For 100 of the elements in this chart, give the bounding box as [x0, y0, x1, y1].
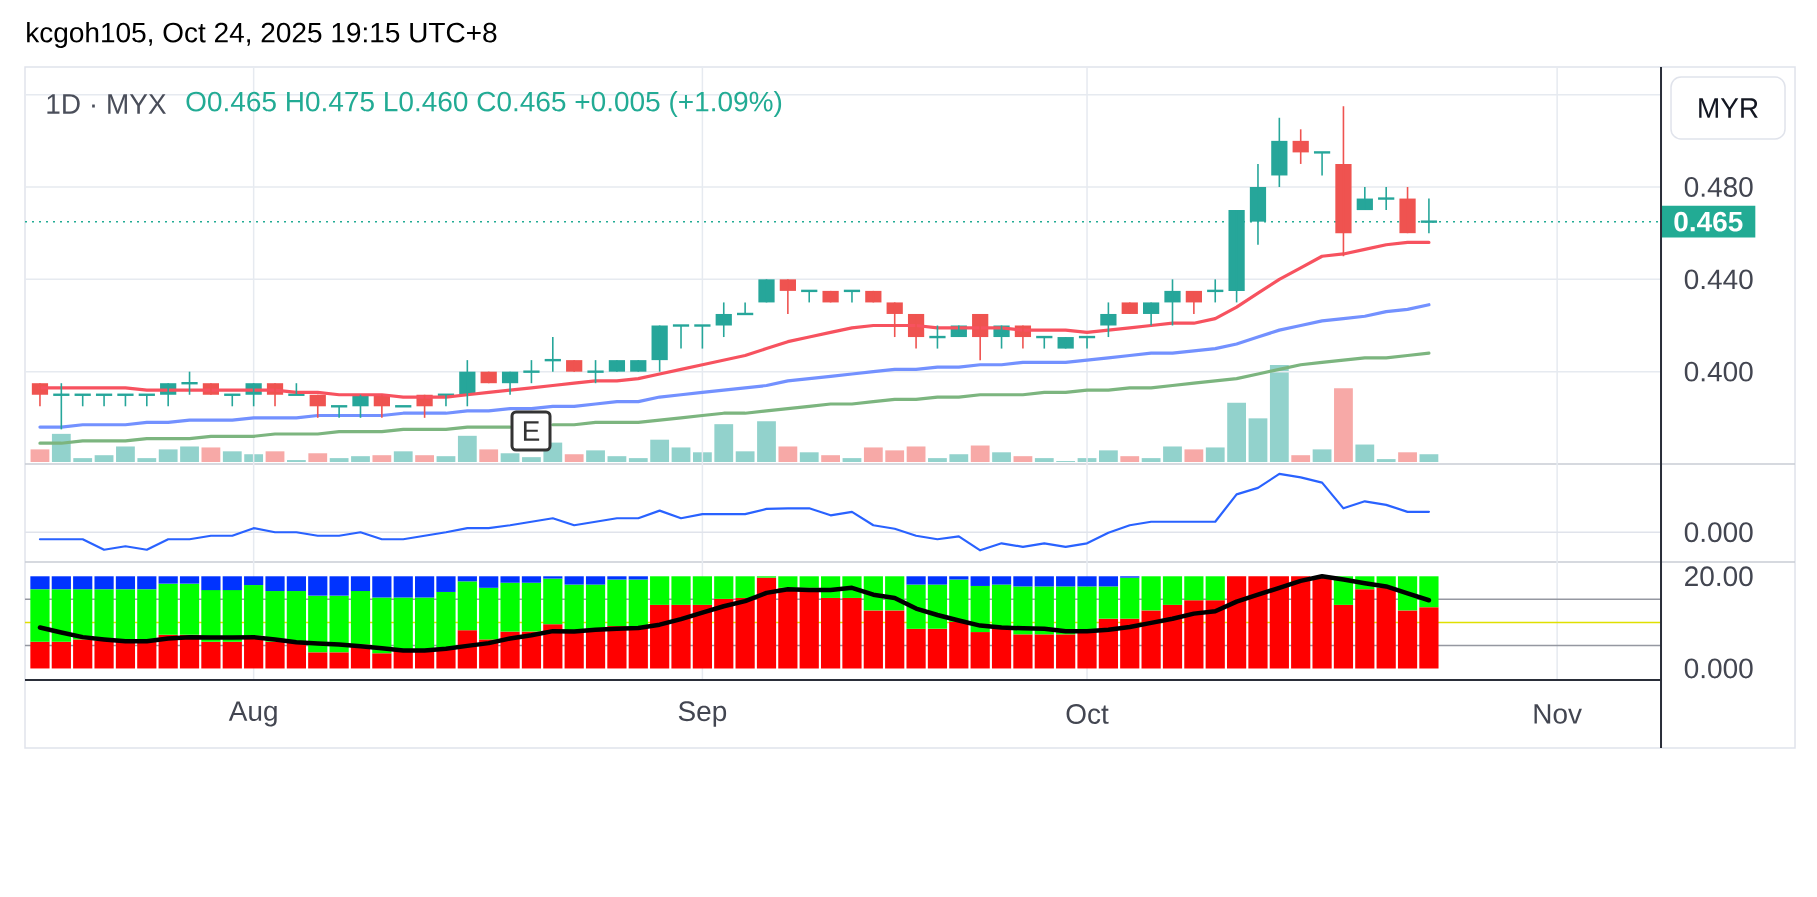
candlestick [651, 324, 668, 373]
bar [137, 589, 157, 641]
bar [1333, 604, 1354, 669]
bar [564, 576, 584, 585]
bar [1184, 576, 1204, 601]
bar [863, 610, 883, 669]
bar [30, 576, 50, 590]
bar [607, 579, 627, 627]
bar [522, 457, 541, 462]
bar [436, 591, 456, 650]
y-axis-title: MYR [1699, 98, 1758, 118]
candlestick [1376, 186, 1396, 211]
bar [350, 576, 371, 592]
bar [714, 576, 734, 599]
bar [201, 576, 221, 591]
bar [1098, 586, 1119, 619]
bar [949, 454, 969, 462]
bar [735, 576, 755, 598]
bar [351, 456, 370, 462]
bar [201, 447, 221, 462]
bar [1120, 577, 1140, 619]
bar [73, 589, 93, 640]
candlestick [758, 278, 775, 304]
y-tick-label: 0.480 [1684, 177, 1753, 197]
bar [906, 628, 926, 669]
bar [585, 576, 606, 585]
bar [222, 576, 242, 591]
bar [757, 421, 776, 462]
y-tick-label: 0.000 [1684, 658, 1753, 679]
bar [308, 453, 328, 462]
bar [821, 455, 840, 462]
bar [73, 576, 93, 590]
candlestick [1228, 209, 1245, 304]
candlestick [522, 359, 541, 385]
bar [607, 576, 627, 580]
bar [436, 649, 456, 669]
candlestick [779, 278, 796, 315]
bar [820, 597, 841, 669]
bar [756, 577, 777, 669]
bar [671, 447, 691, 462]
bar [500, 576, 520, 583]
bar [51, 576, 71, 590]
bar [1013, 576, 1033, 587]
bar [1419, 454, 1439, 462]
bar [329, 595, 349, 653]
bar [1419, 607, 1439, 669]
bar [906, 576, 926, 585]
bar [842, 458, 862, 462]
bar [180, 446, 199, 462]
bar [1376, 587, 1396, 669]
candlestick [1121, 301, 1138, 315]
bar [1056, 634, 1076, 669]
bar [201, 641, 221, 669]
bar [51, 641, 71, 669]
bar [1269, 365, 1289, 462]
bar [329, 652, 349, 669]
bar [1013, 456, 1033, 462]
bar [992, 452, 1011, 462]
bar [1098, 576, 1119, 587]
text: kcgoh105, Oct 24, 2025 19:15 UTC+8 [27, 21, 497, 49]
bar [650, 604, 670, 669]
bar [1141, 458, 1161, 462]
bar [30, 589, 50, 642]
bar [137, 458, 157, 462]
bar [1398, 452, 1417, 462]
bar [393, 576, 413, 598]
bar [1205, 447, 1225, 462]
y-tick-label: 0.440 [1684, 269, 1753, 290]
candlestick [1100, 301, 1117, 338]
bar [1120, 456, 1140, 462]
bar [222, 590, 242, 642]
bar [1034, 576, 1054, 587]
bar [393, 451, 413, 462]
bar [158, 576, 178, 584]
bar [479, 576, 499, 588]
bar [51, 589, 71, 642]
bar [308, 595, 328, 653]
bar [521, 576, 542, 583]
candlestick [1312, 151, 1332, 177]
bar [1013, 586, 1033, 635]
bar [927, 576, 948, 585]
bar [415, 455, 434, 462]
bar [692, 452, 712, 462]
bar [1077, 632, 1097, 669]
bar [628, 579, 648, 628]
candlestick [1335, 105, 1352, 258]
bar [949, 621, 969, 669]
bar [607, 456, 627, 462]
bar [201, 590, 221, 642]
bar [265, 641, 285, 669]
text: 1D · MYX [47, 94, 167, 114]
bar [628, 576, 648, 580]
bar [286, 576, 306, 592]
bar [1184, 600, 1204, 669]
bar [1419, 576, 1439, 608]
candlestick [693, 324, 712, 350]
bar [436, 456, 456, 462]
bar [1355, 589, 1375, 669]
bar [863, 447, 883, 462]
bar [329, 576, 349, 596]
